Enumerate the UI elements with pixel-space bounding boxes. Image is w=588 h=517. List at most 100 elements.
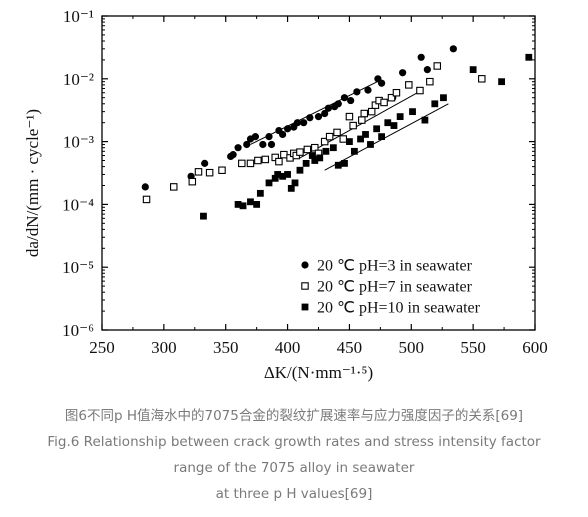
data-point-filled-square [396, 113, 404, 121]
data-point-filled-circle [283, 125, 292, 133]
data-point-open-square [238, 159, 246, 168]
data-point-filled-square [291, 179, 299, 187]
data-point-open-square [170, 183, 178, 191]
data-point-filled-square [239, 202, 247, 210]
data-point-filled-square [256, 189, 264, 197]
data-point-filled-circle [377, 79, 386, 87]
data-point-open-square [142, 195, 151, 204]
data-point-filled-circle [243, 140, 251, 149]
x-tick-label: 550 [460, 338, 486, 357]
data-point-filled-circle [251, 133, 260, 141]
data-point-filled-square [274, 171, 282, 178]
data-point-open-square [333, 128, 341, 137]
data-point-open-square [478, 75, 486, 83]
data-point-open-square [339, 135, 347, 143]
caption-english-line-3: at three p H values[69] [215, 486, 373, 502]
y-tick-label: 10⁻⁴ [62, 195, 94, 214]
data-point-filled-circle [265, 133, 273, 141]
y-tick-label: 10⁻⁶ [62, 321, 94, 340]
legend-marker-filled-square [301, 303, 309, 311]
data-point-open-square [433, 62, 442, 70]
data-point-filled-square [378, 133, 385, 141]
data-point-filled-square [296, 166, 304, 174]
data-point-open-square [205, 168, 214, 177]
trend-line-3 [324, 103, 449, 171]
data-point-filled-circle [347, 96, 355, 105]
data-point-filled-circle [399, 69, 407, 77]
data-point-filled-circle [364, 86, 372, 94]
data-point-filled-square [341, 159, 348, 167]
data-point-filled-square [308, 152, 316, 159]
legend-marker-filled-circle [301, 261, 309, 269]
data-point-open-square [416, 86, 424, 95]
data-point-open-square [303, 145, 312, 154]
data-point-filled-square [265, 179, 273, 187]
data-point-filled-square [322, 147, 330, 155]
data-point-open-square [194, 168, 203, 176]
data-point-filled-circle [449, 45, 457, 53]
data-point-open-square [218, 166, 226, 174]
data-point-open-square [426, 77, 434, 86]
data-point-filled-circle [259, 140, 267, 149]
y-tick-label: 10⁻³ [63, 133, 94, 152]
chart: 10⁻⁶ 10⁻⁵ 10⁻⁴ 10⁻³ 10⁻² 10⁻¹ 250 300 350 400 450… [23, 7, 548, 382]
data-point-filled-square [271, 174, 279, 182]
data-point-open-square [254, 156, 262, 165]
caption-english-line-2: range of the 7075 alloy in seawater [173, 460, 415, 476]
data-point-filled-square [362, 131, 369, 138]
data-point-open-square [275, 157, 283, 166]
data-point-filled-circle [234, 144, 242, 152]
x-tick-label: 250 [89, 338, 115, 357]
data-point-open-square [358, 116, 366, 124]
y-axis-label: da/dN/(mm · cycle⁻¹) [23, 109, 42, 257]
data-point-filled-circle [229, 151, 237, 159]
data-point-filled-square [498, 78, 505, 86]
caption-english-line-1: Fig.6 Relationship between crack growth … [47, 434, 541, 450]
data-point-filled-circle [293, 119, 302, 127]
data-point-open-square [405, 81, 413, 89]
legend-label: 20 ℃ pH=10 in seawater [317, 300, 481, 317]
data-point-filled-circle [141, 183, 149, 191]
data-point-filled-circle [300, 119, 308, 127]
data-point-filled-circle [353, 88, 361, 96]
data-point-filled-square [367, 141, 374, 148]
y-tick-label: 10⁻⁵ [62, 258, 94, 277]
y-axis: 10⁻⁶ 10⁻⁵ 10⁻⁴ 10⁻³ 10⁻² 10⁻¹ [62, 7, 535, 340]
x-tick-label: 300 [151, 338, 177, 357]
data-point-filled-square [200, 212, 207, 220]
legend-label: 20 ℃ pH=3 in seawater [317, 258, 473, 275]
data-point-open-square [188, 177, 197, 186]
data-point-filled-square [350, 147, 358, 155]
data-point-filled-square [311, 157, 319, 164]
data-point-filled-circle [340, 94, 349, 102]
data-point-open-square [280, 150, 288, 159]
legend: 20 ℃ pH=3 in seawater 20 ℃ pH=7 in seawat… [301, 258, 481, 317]
data-point-filled-square [525, 53, 533, 61]
data-point-open-square [345, 112, 354, 121]
data-point-filled-circle [314, 113, 323, 121]
data-point-filled-square [384, 119, 392, 127]
data-point-open-square [360, 109, 369, 118]
data-point-filled-circle [267, 140, 276, 149]
data-point-filled-square [409, 108, 416, 116]
data-point-open-square [296, 148, 304, 156]
data-point-filled-square [431, 100, 439, 108]
data-point-filled-square [329, 144, 337, 152]
y-tick-label: 10⁻¹ [63, 7, 94, 26]
x-tick-label: 350 [213, 338, 239, 357]
x-tick-label: 400 [275, 338, 301, 357]
data-point-filled-square [440, 94, 447, 102]
data-point-filled-square [390, 122, 398, 129]
data-point-open-square [325, 132, 334, 141]
data-point-open-square [349, 121, 357, 130]
data-point-open-square [261, 155, 270, 164]
x-tick-label: 600 [522, 338, 548, 357]
data-point-filled-square [284, 171, 291, 178]
data-point-open-square [380, 98, 388, 107]
data-point-filled-square [421, 116, 429, 124]
data-point-filled-square [279, 172, 287, 180]
data-point-filled-square [346, 138, 353, 145]
data-point-filled-square [247, 198, 254, 206]
data-point-filled-square [302, 159, 310, 167]
data-point-open-square [392, 88, 401, 97]
